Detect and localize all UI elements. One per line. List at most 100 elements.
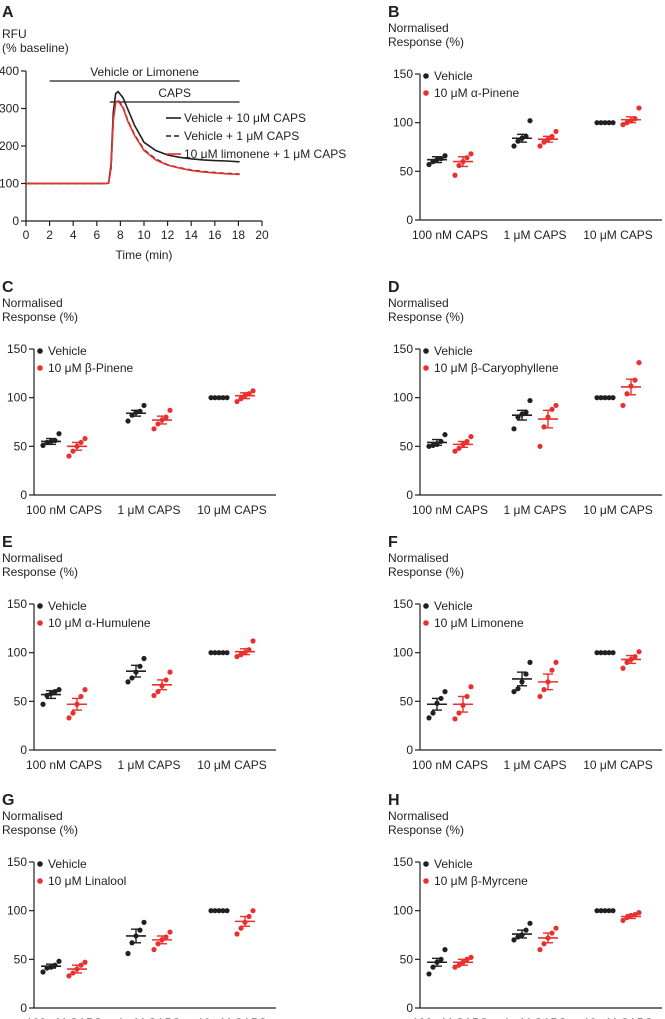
x-tick-label: 14 [185, 228, 199, 242]
data-point [527, 920, 533, 926]
legend-marker [37, 620, 43, 626]
data-point [442, 947, 448, 953]
legend-marker [423, 365, 429, 371]
data-point [468, 434, 474, 440]
x-tick-label: 100 nM CAPS [412, 503, 488, 517]
panel-label: D [388, 279, 400, 296]
data-point [620, 665, 626, 671]
legend-marker [423, 861, 429, 867]
data-point [511, 937, 517, 943]
legend-marker [423, 73, 429, 79]
x-tick-label: 16 [208, 228, 222, 242]
panel-label: C [2, 279, 14, 296]
legend-label: Vehicle [434, 857, 473, 871]
legend-label: 10 μM α-Pinene [434, 86, 520, 100]
x-tick-label: 8 [117, 228, 124, 242]
x-axis-label: Time (min) [116, 248, 173, 262]
y-tick-label: 400 [0, 64, 19, 78]
data-point [464, 155, 470, 161]
legend-label: 10 μM β-Myrcene [434, 874, 528, 888]
legend-marker [423, 603, 429, 609]
x-tick-label: 0 [23, 228, 30, 242]
data-point [511, 689, 517, 695]
panel-label: A [2, 4, 14, 21]
panel-label: E [2, 534, 13, 551]
x-tick-label: 10 μM CAPS [197, 503, 267, 517]
data-point [527, 397, 533, 404]
x-tick-label: 6 [93, 228, 100, 242]
data-point [537, 693, 543, 700]
x-tick-label: 100 nM CAPS [412, 1016, 488, 1019]
legend-marker [423, 348, 429, 354]
data-point [636, 105, 642, 111]
y-tick-label: 0 [406, 213, 413, 227]
data-point [553, 659, 559, 665]
x-tick-label: 1 μM CAPS [118, 503, 181, 517]
data-point [527, 118, 533, 124]
data-point [549, 667, 555, 673]
data-point [553, 402, 559, 409]
y-tick-label: 0 [406, 743, 413, 757]
legend-label: Vehicle [48, 599, 87, 613]
y-tick-label: 0 [20, 743, 27, 757]
x-tick-label: 100 nM CAPS [412, 758, 488, 772]
y-axis-label: Response (%) [388, 823, 464, 837]
y-tick-label: 50 [14, 439, 28, 453]
panel-label: F [388, 534, 398, 551]
legend-marker [37, 365, 43, 371]
data-point [167, 669, 173, 675]
data-point [66, 715, 72, 721]
y-tick-label: 100 [0, 177, 19, 191]
data-point [125, 679, 131, 685]
data-point [468, 954, 474, 960]
y-axis-label: Response (%) [2, 565, 78, 579]
data-point [234, 653, 240, 660]
data-point [250, 388, 256, 394]
data-point [620, 122, 626, 128]
data-point [426, 971, 432, 977]
data-point [537, 947, 543, 953]
data-point [151, 947, 157, 953]
y-axis-label: Normalised [2, 296, 63, 310]
data-point [527, 659, 533, 665]
data-point [40, 701, 46, 707]
data-point [163, 934, 169, 940]
data-point [234, 931, 240, 937]
data-point [468, 684, 474, 690]
y-axis-label: Response (%) [388, 310, 464, 324]
legend-marker [423, 620, 429, 626]
data-point [125, 950, 131, 957]
y-tick-label: 150 [393, 342, 413, 356]
data-point [624, 391, 630, 397]
data-point [426, 443, 432, 449]
data-point [442, 153, 448, 159]
data-point [426, 715, 432, 721]
y-tick-label: 100 [7, 646, 27, 660]
y-tick-label: 0 [20, 488, 27, 502]
x-tick-label: 10 μM CAPS [583, 758, 653, 772]
data-point [66, 973, 72, 979]
x-tick-label: 12 [161, 228, 175, 242]
legend-label: Vehicle + 10 μM CAPS [184, 111, 306, 125]
y-axis-label: Normalised [2, 809, 63, 823]
x-tick-label: 1 μM CAPS [504, 503, 567, 517]
y-tick-label: 50 [400, 164, 414, 178]
legend-label: Vehicle [434, 599, 473, 613]
x-tick-label: 1 μM CAPS [504, 1016, 567, 1019]
legend-label: 10 μM Linalool [48, 874, 126, 888]
legend-label: 10 μM β-Pinene [48, 361, 134, 375]
x-tick-label: 100 nM CAPS [26, 1016, 102, 1019]
data-point [141, 919, 147, 925]
legend-label: 10 μM Limonene [434, 616, 524, 630]
data-point [40, 442, 46, 448]
y-axis-label: Response (%) [2, 310, 78, 324]
x-tick-label: 10 [137, 228, 151, 242]
y-tick-label: 150 [393, 67, 413, 81]
y-tick-label: 0 [20, 1001, 27, 1015]
x-tick-label: 100 nM CAPS [412, 228, 488, 242]
